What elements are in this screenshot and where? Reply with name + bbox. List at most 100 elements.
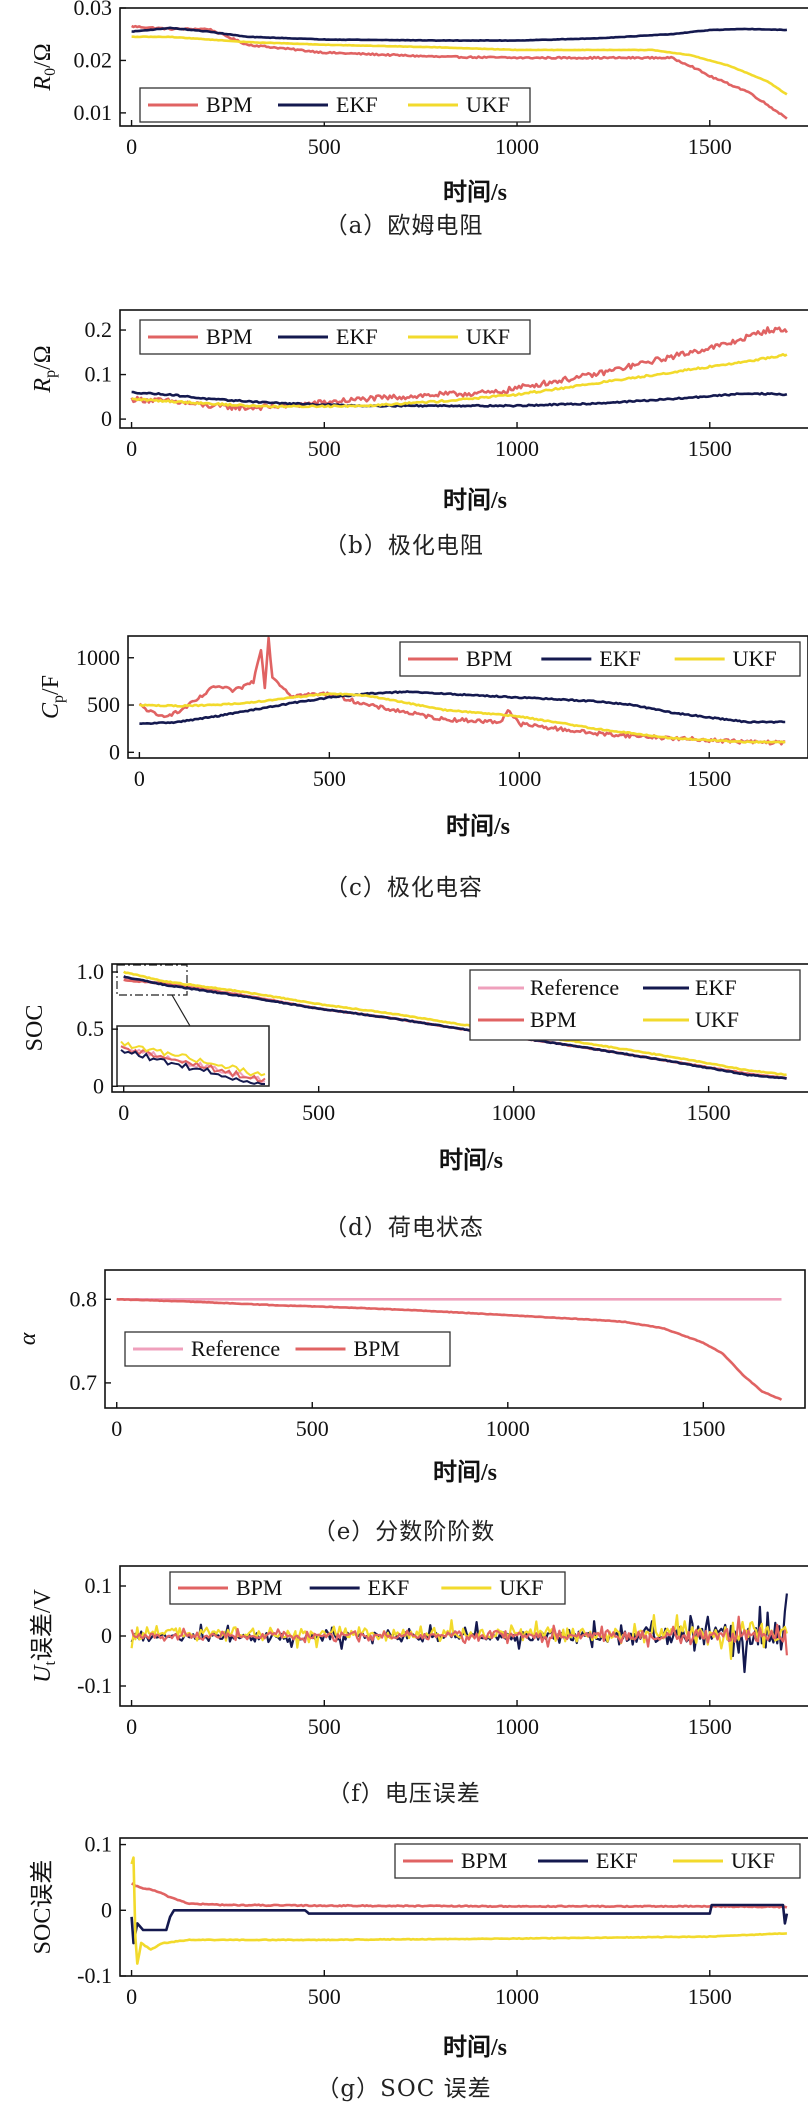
xtick-label: 0: [111, 1416, 122, 1441]
xtick-label: 1500: [687, 766, 731, 791]
series-g-ukf: [130, 1856, 788, 1965]
chart-panel-b: 0 500 1000 1500 0 0.1 0.2 时间/s Rp/Ω BPM EKF UKF （b）…: [0, 248, 808, 578]
plot-frame-a: [119, 7, 808, 127]
xtick-label: 1000: [497, 766, 541, 791]
xtick-label: 500: [313, 766, 346, 791]
legend-label-ukf: UKF: [466, 92, 510, 117]
caption-f: （f）电压误差: [327, 1781, 481, 1807]
inset-series-ekf: [120, 1049, 265, 1085]
series-f-ukf: [130, 1614, 788, 1660]
series-a-ukf: [131, 35, 788, 96]
xtick-label: 0: [126, 436, 137, 461]
xtick-label: 1500: [688, 436, 732, 461]
series-b-bpm: [130, 326, 788, 412]
legend-label-bpm: BPM: [206, 324, 252, 349]
plot-frame-d: [111, 963, 808, 1093]
xtick-label: 1500: [688, 1714, 732, 1739]
chart-e: 0 500 1000 1500 0.7 0.8 时间/s α Reference BPM: [15, 1269, 806, 1486]
series-g-ekf: [130, 1903, 789, 1945]
legend-label-ekf: EKF: [336, 92, 378, 117]
legend-label-bpm: BPM: [461, 1848, 507, 1873]
ytick-label: 0: [93, 1073, 104, 1098]
chart-f: 0 500 1000 1500 -0.1 0 0.1 Ut误差/V BPM EKF UKF: [29, 1565, 808, 1739]
caption-g: （g）SOC 误差: [316, 2076, 492, 2102]
xtick-label: 500: [308, 436, 341, 461]
legend-label-bpm: BPM: [354, 1336, 400, 1361]
legend-label-ekf: EKF: [368, 1575, 410, 1600]
plot-frame-b: [119, 309, 808, 429]
legend-a: [139, 87, 531, 123]
chart-b: 0 500 1000 1500 0 0.1 0.2 时间/s Rp/Ω BPM EKF UKF: [30, 309, 808, 514]
legend-label-ekf: EKF: [695, 975, 737, 1000]
y-axis-label: Cp/F: [38, 675, 67, 719]
legend-label-bpm: BPM: [236, 1575, 282, 1600]
legend-label-ekf: EKF: [336, 324, 378, 349]
y-axis-label: α: [15, 1332, 41, 1345]
legend-label-bpm: BPM: [466, 646, 512, 671]
ytick-label: 0.8: [70, 1286, 98, 1311]
xtick-label: 1500: [687, 1100, 731, 1125]
plot-frame-e: [104, 1269, 806, 1409]
legend-label-ukf: UKF: [695, 1007, 739, 1032]
ytick-label: 0.1: [85, 1573, 113, 1598]
xtick-label: 500: [308, 134, 341, 159]
xtick-label: 1000: [495, 1714, 539, 1739]
ytick-label: 0.02: [74, 47, 113, 72]
legend-label-ukf: UKF: [731, 1848, 775, 1873]
xtick-label: 1500: [681, 1416, 725, 1441]
ytick-label: 0: [101, 1623, 112, 1648]
caption-d: （d）荷电状态: [324, 1215, 484, 1241]
legend-label-ekf: EKF: [599, 646, 641, 671]
xtick-label: 0: [118, 1100, 129, 1125]
xtick-label: 0: [126, 1984, 137, 2009]
xtick-label: 1000: [495, 1984, 539, 2009]
xtick-label: 1000: [486, 1416, 530, 1441]
legend-label-bpm: BPM: [206, 92, 252, 117]
legend-label-ukf: UKF: [733, 646, 777, 671]
y-axis-label: Ut误差/V: [29, 1588, 59, 1682]
series-d-ukf: [123, 970, 787, 1077]
plot-frame-c: [127, 635, 808, 759]
ytick-label: -0.1: [77, 1963, 112, 1988]
chart-panel-a: 0 500 1000 1500 0.01 0.02 0.03 时间/s R0/Ω BPM EKF UK…: [0, 0, 808, 248]
xtick-label: 500: [308, 1984, 341, 2009]
ytick-label: 0: [101, 406, 112, 431]
legend-d: [469, 969, 801, 1041]
x-axis-label: 时间/s: [443, 2034, 507, 2061]
caption-e: （e）分数阶阶数: [312, 1519, 496, 1545]
ytick-label: 500: [87, 692, 120, 717]
ytick-label: 0.5: [77, 1016, 105, 1041]
series-c-ukf: [139, 692, 786, 744]
chart-d: 0 500 1000 1500 0 0.5 1.0 时间/s SOC Reference EKF BP…: [22, 959, 808, 1174]
chart-panel-g: 0 500 1000 1500 -0.1 0 0.1 时间/s SOC误差 BPM EKF UKF （…: [0, 1812, 808, 2107]
x-axis-label: 时间/s: [443, 487, 507, 514]
zoom-region: [116, 964, 188, 996]
xtick-label: 1500: [688, 1984, 732, 2009]
y-axis-label: SOC: [22, 1005, 48, 1052]
series-e-bpm: [116, 1297, 783, 1401]
ytick-label: -0.1: [77, 1673, 112, 1698]
chart-panel-e: 0 500 1000 1500 0.7 0.8 时间/s α Reference BPM （e）分…: [0, 1252, 808, 1548]
x-axis-label: 时间/s: [433, 1459, 497, 1486]
xtick-label: 0: [134, 766, 145, 791]
xtick-label: 1000: [495, 436, 539, 461]
chart-g: 0 500 1000 1500 -0.1 0 0.1 时间/s SOC误差 BPM EKF UKF: [29, 1832, 808, 2061]
ytick-label: 0.2: [85, 317, 113, 342]
zoom-connector: [171, 994, 191, 1027]
ytick-label: 0.1: [85, 1832, 113, 1857]
xtick-label: 0: [126, 1714, 137, 1739]
legend-label-ekf: EKF: [596, 1848, 638, 1873]
legend-label-reference: Reference: [191, 1336, 280, 1361]
xtick-label: 1500: [688, 134, 732, 159]
xtick-label: 1000: [492, 1100, 536, 1125]
legend-label-bpm: BPM: [530, 1007, 576, 1032]
series-b-ekf: [131, 390, 788, 408]
x-axis-label: 时间/s: [443, 179, 507, 206]
x-axis-label: 时间/s: [446, 813, 510, 840]
xtick-label: 0: [126, 134, 137, 159]
chart-c: 0 500 1000 1500 0 500 1000 时间/s Cp/F BPM EKF UKF: [38, 635, 808, 840]
y-axis-label: SOC误差: [29, 1860, 56, 1955]
series-f-bpm: [130, 1615, 788, 1656]
ytick-label: 1000: [76, 645, 120, 670]
inset-series-ukf: [120, 1040, 266, 1077]
